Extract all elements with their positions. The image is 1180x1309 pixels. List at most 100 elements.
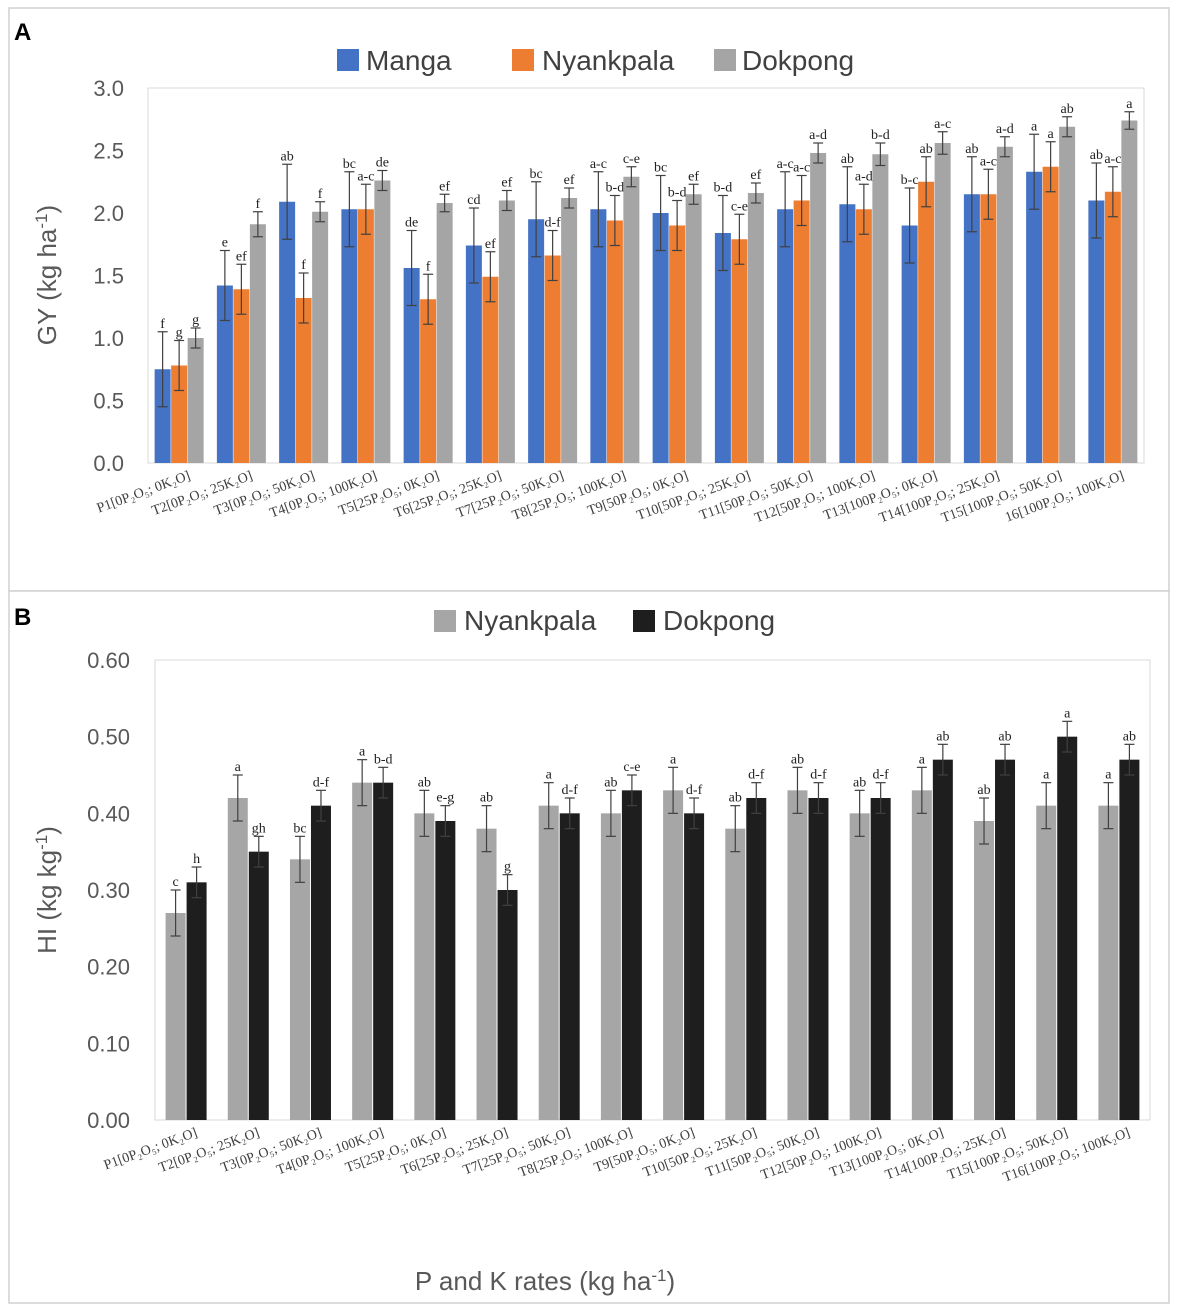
bar-manga [963,194,980,463]
bar-dokpong [932,759,953,1120]
legend-label-nyankpala: Nyankpala [542,45,675,76]
significance-letter: de [376,156,389,171]
panel-b-legend: Nyankpala Dokpong [434,605,775,636]
bar-nyankpala [855,209,872,463]
significance-letter: ab [936,729,949,744]
significance-letter: ab [480,791,493,806]
bar-dokpong [747,193,764,463]
bar-dokpong [870,798,891,1120]
significance-letter: c-e [731,199,748,214]
significance-letter: f [426,259,431,274]
bar-dokpong [746,798,767,1120]
bar-nyankpala [918,181,935,463]
significance-letter: bc [293,821,306,836]
significance-letter: b-d [714,181,733,196]
bar-dokpong [1057,736,1078,1120]
significance-letter: ab [965,142,978,157]
y-tick-label: 0.00 [87,1108,130,1133]
bar-nyankpala [165,913,186,1120]
bar-dokpong [248,851,269,1120]
significance-letter: d-f [810,768,827,783]
significance-letter: a [1031,119,1038,134]
bar-manga [714,233,731,463]
bar-nyankpala [663,790,684,1120]
significance-letter: bc [530,167,543,182]
bar-nyankpala [606,220,623,463]
bar-dokpong [186,882,207,1120]
bar-nyankpala [420,299,437,463]
significance-letter: a-c [357,169,374,184]
significance-letter: ef [750,168,761,183]
bar-nyankpala [849,813,870,1120]
bar-dokpong [559,813,580,1120]
significance-letter: a-c [793,161,810,176]
significance-letter: a [1126,97,1133,112]
legend-swatch-dokpong [714,49,736,71]
bar-manga [341,209,358,463]
bar-nyankpala [295,298,312,463]
bar-dokpong [435,821,456,1120]
significance-letter: b-d [668,186,687,201]
significance-letter: f [160,317,165,332]
significance-letter: b-c [901,173,919,188]
y-tick-label: 1.5 [93,264,124,289]
bar-dokpong [808,798,829,1120]
bar-dokpong [684,813,705,1120]
bar-manga [154,369,171,463]
y-tick-label: 2.5 [93,139,124,164]
significance-letter: f [301,258,306,273]
y-tick-label: 0.40 [87,801,130,826]
significance-letter: ab [418,775,431,790]
bar-manga [1026,171,1043,463]
significance-letter: g [192,313,199,328]
bar-dokpong [623,176,640,463]
significance-letter: de [405,216,418,231]
y-tick-label: 0.10 [87,1031,130,1056]
significance-letter: c-e [623,152,640,167]
significance-letter: a [546,768,553,783]
significance-letter: a [235,760,242,775]
bar-nyankpala [974,821,995,1120]
significance-letter: ef [485,237,496,252]
bar-dokpong [374,180,391,463]
bar-dokpong [1119,759,1140,1120]
bar-nyankpala [725,828,746,1120]
significance-letter: cd [467,193,480,208]
significance-letter: a [1048,127,1055,142]
significance-letter: d-f [872,768,889,783]
bar-nyankpala [538,805,559,1120]
panel-b-ylabel: HI (kg kg-1) [32,826,62,954]
significance-letter: bc [343,157,356,172]
bar-nyankpala [1104,191,1121,463]
significance-letter: e-g [436,791,454,806]
significance-letter: ab [998,729,1011,744]
significance-letter: d-f [562,783,579,798]
panel-b-xlabel: P and K rates (kg ha-1) [415,1266,675,1296]
significance-letter: ab [791,752,804,767]
y-tick-label: 0.60 [87,648,130,673]
significance-letter: ab [604,775,617,790]
bar-dokpong [373,782,394,1120]
significance-letter: ab [853,775,866,790]
bar-nyankpala [352,782,373,1120]
significance-letter: d-f [313,775,330,790]
significance-letter: a [919,752,926,767]
significance-letter: c [172,875,178,890]
bar-nyankpala [1042,166,1059,463]
bar-manga [528,219,545,463]
bar-manga [777,209,794,463]
bar-nyankpala [289,859,310,1120]
bar-nyankpala [600,813,621,1120]
y-tick-label: 1.0 [93,326,124,351]
legend-label-b-nyankpala: Nyankpala [464,605,597,636]
bar-dokpong [497,890,518,1120]
bar-dokpong [934,143,951,463]
bar-nyankpala [357,209,374,463]
bar-dokpong [996,146,1013,463]
bar-dokpong [685,194,702,463]
y-tick-label: 3.0 [93,76,124,101]
bar-nyankpala [171,365,188,463]
significance-letter: a [1105,768,1112,783]
legend-swatch-nyankpala [512,49,534,71]
